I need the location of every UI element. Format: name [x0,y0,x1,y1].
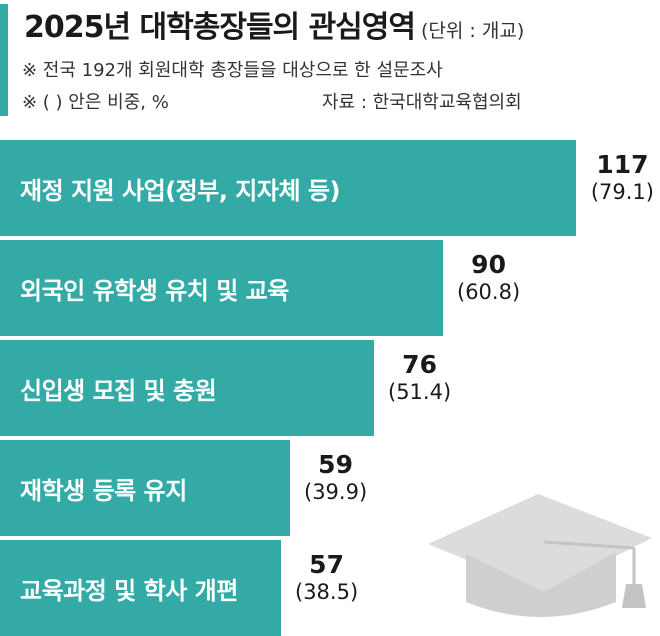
bar: 재학생 등록 유지 [0,440,290,536]
unit-label: (단위 : 개교) [421,20,525,42]
graduation-cap-icon [420,462,660,632]
bar-category-label: 신입생 모집 및 충원 [20,376,217,405]
value-percent: (38.5) [295,580,359,604]
value-percent: (79.1) [590,180,654,204]
title-accent-bar [0,4,8,116]
value-percent: (39.9) [304,480,368,504]
value-percent: (51.4) [388,380,452,404]
bar-category-label: 교육과정 및 학사 개편 [20,576,238,605]
survey-note: ※ 전국 192개 회원대학 총장들을 대상으로 한 설문조사 [22,60,443,81]
value-label: 59 (39.9) [304,450,367,505]
value-count: 57 [309,550,344,579]
title-row: 2025년 대학총장들의 관심영역 (단위 : 개교) [24,2,524,46]
percent-note: ※ ( ) 안은 비중, % [22,92,169,113]
bar: 재정 지원 사업(정부, 지자체 등) [0,140,576,236]
bar-category-label: 외국인 유학생 유치 및 교육 [20,276,289,305]
bar-category-label: 재학생 등록 유지 [20,476,187,505]
value-label: 90 (60.8) [457,250,520,305]
chart-title: 2025년 대학총장들의 관심영역 [24,10,416,45]
value-label: 76 (51.4) [388,350,451,405]
value-label: 117 (79.1) [591,150,654,205]
value-count: 117 [596,150,649,179]
value-percent: (60.8) [457,280,521,304]
bar: 신입생 모집 및 충원 [0,340,374,436]
value-count: 59 [318,450,353,479]
value-count: 90 [471,250,506,279]
value-count: 76 [402,350,437,379]
bar-category-label: 재정 지원 사업(정부, 지자체 등) [20,176,340,205]
bar: 외국인 유학생 유치 및 교육 [0,240,443,336]
source-label: 자료 : 한국대학교육협의회 [322,92,522,113]
bar: 교육과정 및 학사 개편 [0,540,281,636]
value-label: 57 (38.5) [295,550,358,605]
